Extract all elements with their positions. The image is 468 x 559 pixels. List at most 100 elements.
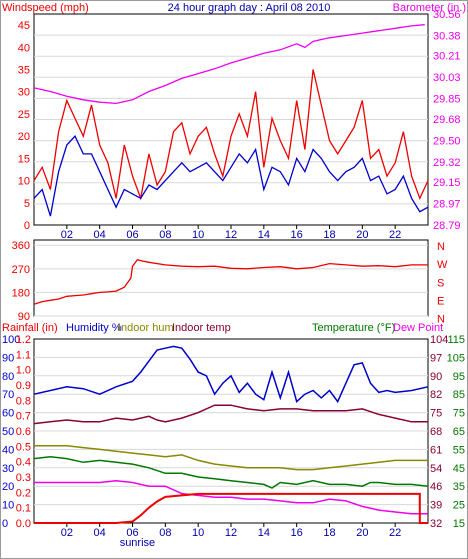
rain-y-tick: 0.1 <box>16 503 31 515</box>
humidity-y-tick: 20 <box>2 481 14 493</box>
humidity-axis: 0 10 20 30 40 50 60 70 80 90 100 <box>2 334 20 530</box>
x-tick-label: 02 <box>61 527 73 539</box>
humidity-y-tick: 80 <box>2 371 14 383</box>
barometer-y-tick: 30.38 <box>433 30 461 42</box>
barometer-y-tick: 29.15 <box>433 177 461 189</box>
wind-y-tick: 20 <box>18 131 30 143</box>
x-tick-label: 16 <box>291 527 303 539</box>
temperature-y-tick: 45 <box>453 463 465 475</box>
indoor-hum-title: Indoor hum <box>118 322 174 334</box>
temperature-y-tick: 105 <box>447 352 465 364</box>
indoor-temp-y-tick: 54 <box>430 463 442 475</box>
x-tick-label: 20 <box>356 229 368 241</box>
indoor-temp-y-tick: 97 <box>430 352 442 364</box>
wind-y-tick: 45 <box>18 20 30 32</box>
series-barometer <box>33 24 425 105</box>
wind-y-tick: 40 <box>18 42 30 54</box>
compass-label: N <box>437 241 445 253</box>
barometer-y-tick: 29.85 <box>433 94 461 106</box>
rain-y-tick: 1.1 <box>16 349 31 361</box>
x-tick-label: 08 <box>159 527 171 539</box>
x-tick-label: 12 <box>225 527 237 539</box>
rain-y-tick: 0.9 <box>16 380 31 392</box>
wind-left-title: Windspeed (mph) <box>2 2 89 14</box>
series-gust <box>33 69 429 201</box>
rain-y-tick: 0.8 <box>16 395 31 407</box>
temperature-axis: 115 105 95 85 75 65 55 45 35 25 15 <box>447 334 465 530</box>
indoor-temp-y-tick: 61 <box>430 444 442 456</box>
rain-y-tick: 0.4 <box>16 457 31 469</box>
humidity-y-tick: 10 <box>2 500 14 512</box>
humidity-y-tick: 0 <box>2 518 8 530</box>
humidity-y-tick: 30 <box>2 463 14 475</box>
indoor-temp-title: Indoor temp <box>172 322 231 334</box>
temperature-y-tick: 115 <box>447 334 465 346</box>
x-tick-label: 16 <box>291 229 303 241</box>
barometer-y-tick: 28.79 <box>433 220 461 232</box>
series-dew_point <box>34 479 428 515</box>
x-tick-label: 14 <box>258 229 270 241</box>
indoor-temp-y-tick: 68 <box>430 426 442 438</box>
indoor-temp-axis: 104 97 90 82 75 68 61 54 46 39 32 <box>430 334 448 530</box>
compass-label: E <box>437 295 444 307</box>
rain-y-tick: 0.0 <box>16 518 31 530</box>
barometer-y-tick: 29.68 <box>433 114 461 126</box>
temperature-title: Temperature (°F) <box>312 322 395 334</box>
wind-y-tick: 30 <box>18 87 30 99</box>
wind-series <box>33 24 429 217</box>
compass-label: N <box>437 314 445 326</box>
x-tick-label: 06 <box>126 229 138 241</box>
series-humidity <box>33 345 429 404</box>
wind-y-tick: 35 <box>18 65 30 77</box>
indoor-temp-y-tick: 104 <box>430 334 448 346</box>
x-tick-label: 12 <box>225 229 237 241</box>
temperature-y-tick: 95 <box>453 371 465 383</box>
barometer-y-tick: 30.21 <box>433 51 461 63</box>
temperature-y-tick: 65 <box>453 426 465 438</box>
wind-grid <box>34 34 428 205</box>
x-tick-label: 10 <box>192 527 204 539</box>
x-tick-label: 04 <box>94 229 106 241</box>
humidity-y-tick: 50 <box>2 426 14 438</box>
direction-plot-frame <box>33 239 429 317</box>
series-avg <box>33 135 429 217</box>
compass-label: W <box>437 259 448 271</box>
series-temperature <box>33 456 429 489</box>
x-tick-label: 20 <box>356 527 368 539</box>
temperature-y-tick: 75 <box>453 408 465 420</box>
humidity-y-tick: 90 <box>2 352 14 364</box>
x-tick-label: 22 <box>389 229 401 241</box>
x-tick-label: 06 <box>126 527 138 539</box>
direction-y-tick: 180 <box>12 287 30 299</box>
climate-time-axis: 02 04 06 08 10 12 14 16 18 20 22 sunrise <box>61 523 401 549</box>
rain-axis: 0.0 0.1 0.2 0.3 0.4 0.5 0.6 0.7 0.8 0.9 1.0 1.1 1.2 <box>16 334 31 530</box>
temperature-y-tick: 85 <box>453 389 465 401</box>
wind-y-tick: 25 <box>18 109 30 121</box>
compass-label: S <box>437 277 444 289</box>
x-tick-label: 14 <box>258 527 270 539</box>
rain-y-tick: 0.3 <box>16 472 31 484</box>
indoor-temp-y-tick: 32 <box>430 518 442 530</box>
rain-title: Rainfall (in) <box>2 322 58 334</box>
wind-center-title: 24 hour graph day : April 08 2010 <box>168 2 331 14</box>
humidity-y-tick: 40 <box>2 444 14 456</box>
wind-y-tick: 15 <box>18 153 30 165</box>
direction-y-tick: 270 <box>12 264 30 276</box>
rain-y-tick: 0.7 <box>16 411 31 423</box>
direction-series <box>33 258 428 305</box>
x-tick-label: 10 <box>192 229 204 241</box>
x-tick-label: 02 <box>61 229 73 241</box>
rain-y-tick: 0.6 <box>16 426 31 438</box>
rain-y-tick: 1.0 <box>16 365 31 377</box>
climate-series <box>33 345 429 524</box>
humidity-y-tick: 100 <box>2 334 20 346</box>
temperature-y-tick: 25 <box>453 500 465 512</box>
wind-y-tick: 5 <box>24 198 30 210</box>
rain-y-tick: 0.5 <box>16 441 31 453</box>
humidity-y-tick: 70 <box>2 389 14 401</box>
temperature-y-tick: 55 <box>453 444 465 456</box>
x-tick-label: 18 <box>323 229 335 241</box>
indoor-temp-y-tick: 39 <box>430 500 442 512</box>
temperature-y-tick: 15 <box>453 518 465 530</box>
